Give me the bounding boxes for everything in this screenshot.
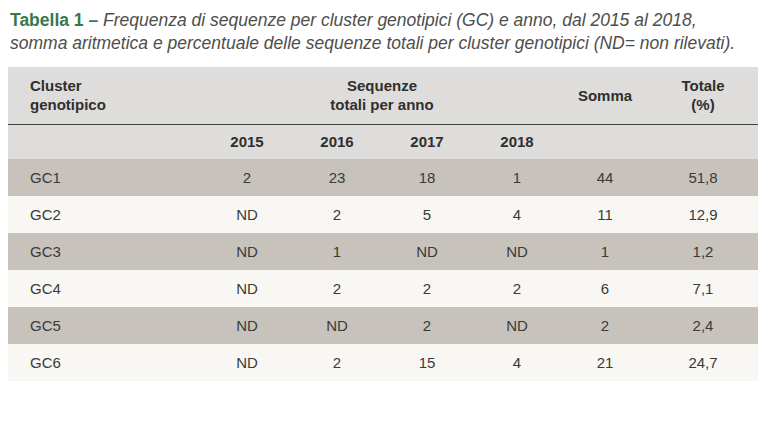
cell-2015: ND [202, 307, 292, 344]
header-cluster-genotipico: Cluster genotipico [8, 67, 202, 124]
cell-totale: 12,9 [648, 196, 758, 233]
cell-2016: 2 [292, 196, 382, 233]
header-year-2018: 2018 [472, 124, 562, 159]
cell-somma: 2 [562, 307, 648, 344]
cell-2017: 2 [382, 270, 472, 307]
cell-totale: 2,4 [648, 307, 758, 344]
cell-2016: 2 [292, 270, 382, 307]
cell-2016: 2 [292, 344, 382, 381]
header-somma: Somma [562, 67, 648, 124]
table-header: Cluster genotipico Sequenze totali per a… [8, 67, 758, 159]
header-spacer [8, 124, 202, 159]
cell-2015: ND [202, 270, 292, 307]
header-year-2016: 2016 [292, 124, 382, 159]
cell-somma: 21 [562, 344, 648, 381]
cell-2015: ND [202, 196, 292, 233]
cell-somma: 11 [562, 196, 648, 233]
header-row-years: 2015 2016 2017 2018 [8, 124, 758, 159]
cell-2018: 4 [472, 344, 562, 381]
cell-somma: 1 [562, 233, 648, 270]
cell-somma: 6 [562, 270, 648, 307]
header-year-2017: 2017 [382, 124, 472, 159]
header-cluster-line2: genotipico [30, 95, 202, 114]
cell-cluster: GC3 [8, 233, 202, 270]
header-totale-line1: Totale [648, 76, 758, 95]
header-spacer [562, 124, 648, 159]
cell-2018: 2 [472, 270, 562, 307]
header-row-main: Cluster genotipico Sequenze totali per a… [8, 67, 758, 124]
table-body: GC1 2 23 18 1 44 51,8 GC2 ND 2 5 4 11 12… [8, 159, 758, 381]
cell-somma: 44 [562, 159, 648, 196]
cell-2017: 5 [382, 196, 472, 233]
cell-2017: ND [382, 233, 472, 270]
table-row-gc3: GC3 ND 1 ND ND 1 1,2 [8, 233, 758, 270]
cell-2015: 2 [202, 159, 292, 196]
cell-totale: 7,1 [648, 270, 758, 307]
header-group-line1: Sequenze [202, 76, 562, 95]
cell-totale: 24,7 [648, 344, 758, 381]
cell-2016: 1 [292, 233, 382, 270]
table-row-gc1: GC1 2 23 18 1 44 51,8 [8, 159, 758, 196]
cell-cluster: GC6 [8, 344, 202, 381]
header-year-2015: 2015 [202, 124, 292, 159]
caption-label: Tabella 1 – [10, 10, 98, 30]
table-caption: Tabella 1 – Frequenza di sequenze per cl… [10, 9, 758, 54]
cell-2015: ND [202, 344, 292, 381]
cell-2017: 18 [382, 159, 472, 196]
genotype-cluster-table: Cluster genotipico Sequenze totali per a… [8, 67, 758, 381]
cell-cluster: GC1 [8, 159, 202, 196]
header-cluster-line1: Cluster [30, 76, 202, 95]
table-row-gc4: GC4 ND 2 2 2 6 7,1 [8, 270, 758, 307]
header-spacer [648, 124, 758, 159]
cell-2015: ND [202, 233, 292, 270]
header-totale: Totale (%) [648, 67, 758, 124]
cell-cluster: GC5 [8, 307, 202, 344]
cell-cluster: GC4 [8, 270, 202, 307]
cell-cluster: GC2 [8, 196, 202, 233]
caption-text: Frequenza di sequenze per cluster genoti… [10, 10, 735, 53]
table-row-gc5: GC5 ND ND 2 ND 2 2,4 [8, 307, 758, 344]
cell-2017: 15 [382, 344, 472, 381]
header-group-line2: totali per anno [202, 95, 562, 114]
cell-2018: 1 [472, 159, 562, 196]
header-sequenze-totali: Sequenze totali per anno [202, 67, 562, 124]
header-totale-line2: (%) [648, 95, 758, 114]
cell-2018: 4 [472, 196, 562, 233]
cell-2018: ND [472, 307, 562, 344]
table-row-gc2: GC2 ND 2 5 4 11 12,9 [8, 196, 758, 233]
cell-2016: 23 [292, 159, 382, 196]
cell-2018: ND [472, 233, 562, 270]
table-row-gc6: GC6 ND 2 15 4 21 24,7 [8, 344, 758, 381]
cell-2017: 2 [382, 307, 472, 344]
cell-totale: 1,2 [648, 233, 758, 270]
cell-2016: ND [292, 307, 382, 344]
cell-totale: 51,8 [648, 159, 758, 196]
